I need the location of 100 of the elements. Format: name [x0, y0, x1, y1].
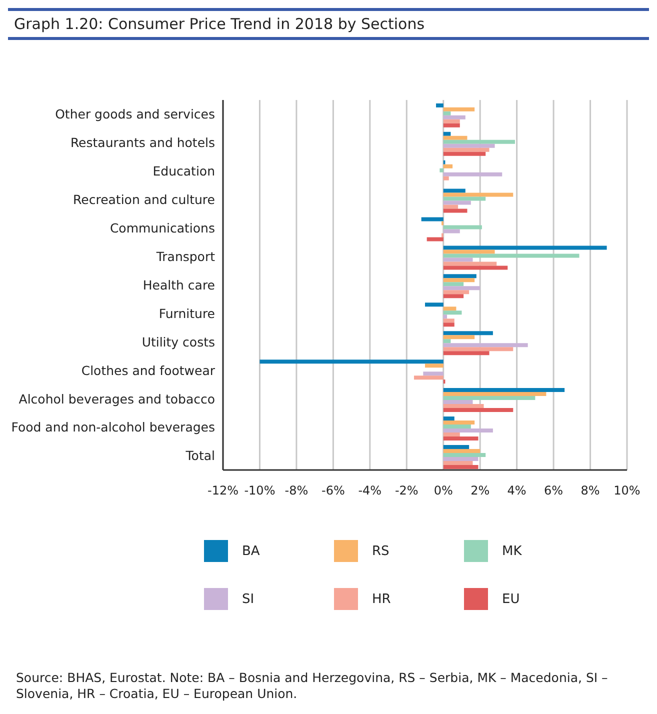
- bar: [443, 282, 464, 286]
- legend-label: MK: [502, 544, 522, 558]
- y-tick-label: Transport: [155, 248, 216, 264]
- bar: [425, 302, 444, 307]
- bar: [443, 148, 490, 152]
- bar: [443, 290, 470, 294]
- bar: [440, 168, 444, 172]
- bar: [443, 225, 482, 230]
- y-tick-label: Communications: [110, 220, 215, 236]
- bar: [421, 217, 444, 222]
- bar: [443, 144, 495, 148]
- bar: [443, 432, 460, 436]
- bar: [443, 192, 514, 197]
- bar: [443, 456, 478, 461]
- legend-label: SI: [242, 592, 254, 606]
- bar: [443, 140, 515, 144]
- bar: [443, 351, 490, 356]
- bar: [443, 448, 480, 453]
- source-note: Source: BHAS, Eurostat. Note: BA – Bosnia and Herzegovina, RS – Serbia, MK – Macedonia, SI – Slovenia, HR – Croatia, EU – European Union.: [16, 670, 609, 702]
- x-tick-label: -8%: [284, 484, 308, 498]
- y-tick-label: Health care: [142, 277, 216, 292]
- y-tick-label: Restaurants and hotels: [70, 135, 215, 150]
- bar: [443, 294, 464, 298]
- bar: [443, 204, 458, 209]
- bar: [443, 322, 454, 327]
- y-tick-label: Furniture: [158, 306, 216, 321]
- bar: [443, 111, 451, 116]
- bar: [443, 416, 454, 420]
- bar: [443, 339, 451, 344]
- bar: [443, 262, 497, 266]
- bar: [443, 343, 528, 348]
- bar: [443, 318, 454, 323]
- bar: [443, 200, 471, 205]
- bar: [443, 310, 462, 315]
- y-tick-label: Total: [184, 448, 215, 464]
- bar: [443, 420, 475, 424]
- legend-label: HR: [372, 592, 391, 606]
- bar: [443, 274, 476, 278]
- chart-title: Graph 1.20: Consumer Price Trend in 2018 by Sections: [8, 8, 649, 40]
- x-tick-label: 8%: [580, 484, 600, 498]
- bar: [443, 404, 484, 408]
- x-tick-label: -10%: [244, 484, 276, 498]
- bar: [443, 408, 514, 412]
- bar: [443, 246, 607, 250]
- x-tick-label: 0%: [434, 484, 453, 498]
- legend-label: BA: [242, 544, 260, 558]
- bar: [414, 376, 444, 380]
- bar: [443, 123, 460, 128]
- bar: [443, 132, 451, 136]
- y-tick-label: Clothes and footwear: [81, 362, 216, 378]
- bar: [425, 364, 444, 368]
- bar: [443, 428, 493, 432]
- bar: [443, 388, 565, 392]
- x-tick-label: 10%: [614, 484, 640, 498]
- bar: [443, 396, 536, 400]
- bar: [443, 392, 546, 396]
- legend-label: EU: [502, 592, 520, 606]
- bar: [443, 115, 466, 120]
- bar: [443, 196, 486, 201]
- bar: [443, 460, 473, 465]
- bar: [443, 176, 449, 180]
- y-tick-label: Education: [152, 164, 215, 179]
- bar: [443, 444, 470, 449]
- bar: [443, 278, 475, 282]
- bar: [443, 254, 580, 258]
- bar: [443, 107, 475, 112]
- x-tick-label: -4%: [358, 484, 382, 498]
- bar: [443, 152, 486, 156]
- bar: [443, 250, 495, 254]
- bar: [443, 347, 514, 352]
- bar: [443, 266, 508, 270]
- bar: [426, 237, 444, 242]
- bar: [423, 372, 444, 376]
- x-tick-label: 2%: [470, 484, 490, 498]
- bar: [443, 314, 448, 319]
- y-tick-label: Utility costs: [142, 334, 215, 350]
- bar: [443, 331, 493, 336]
- bar: [443, 258, 473, 262]
- x-tick-label: -6%: [321, 484, 345, 498]
- bar: [443, 464, 478, 469]
- x-tick-label: -12%: [207, 484, 239, 498]
- bar: [443, 229, 460, 234]
- bar: [443, 452, 486, 457]
- y-tick-label: Food and non-alcohol beverages: [11, 420, 215, 435]
- bar: [443, 208, 468, 213]
- bar: [443, 136, 468, 140]
- legend-label: RS: [372, 544, 390, 558]
- bar: [436, 103, 444, 108]
- y-tick-label: Recreation and culture: [73, 192, 216, 208]
- bar: [443, 424, 471, 428]
- bar: [443, 164, 453, 168]
- x-tick-label: 6%: [544, 484, 564, 498]
- bar: [443, 188, 466, 193]
- bar: [443, 119, 460, 124]
- y-tick-label: Alcohol beverages and tobacco: [18, 391, 215, 406]
- bar: [443, 286, 480, 290]
- x-tick-label: -2%: [394, 484, 418, 498]
- bar: [443, 335, 475, 340]
- x-tick-label: 4%: [507, 484, 526, 498]
- bar: [443, 436, 478, 440]
